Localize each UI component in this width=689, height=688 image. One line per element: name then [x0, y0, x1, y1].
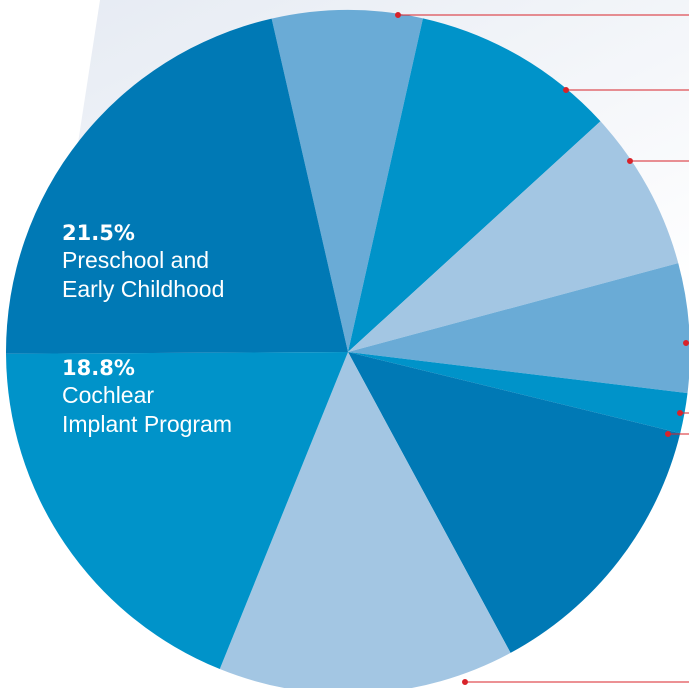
- pie-slice: [6, 18, 348, 354]
- leader-dot: [677, 410, 683, 416]
- pie-slice: [271, 10, 423, 352]
- leader-dot: [563, 87, 569, 93]
- leader-lines: [395, 12, 689, 685]
- pie-slice: [348, 352, 681, 653]
- pie-slice: [348, 352, 688, 434]
- leader-dot: [665, 431, 671, 437]
- value-label: 21.5%: [62, 221, 135, 245]
- category-label: Preschool and Early Childhood: [62, 247, 225, 302]
- pie-slice: [6, 352, 348, 670]
- slice-label: 21.5% Preschool and Early Childhood: [62, 220, 224, 304]
- leader-dot: [683, 340, 689, 346]
- pie: [6, 10, 689, 688]
- pie-slice: [348, 263, 689, 394]
- pie-slice: [348, 121, 679, 352]
- leader-dot: [627, 158, 633, 164]
- category-label: Cochlear Implant Program: [62, 382, 233, 437]
- value-label: 18.8%: [62, 356, 135, 380]
- pie-slice: [348, 18, 601, 352]
- leader-dot: [395, 12, 401, 18]
- leader-dot: [462, 679, 468, 685]
- slice-label: 18.8% Cochlear Implant Program: [62, 355, 232, 439]
- pie-slice: [219, 352, 511, 688]
